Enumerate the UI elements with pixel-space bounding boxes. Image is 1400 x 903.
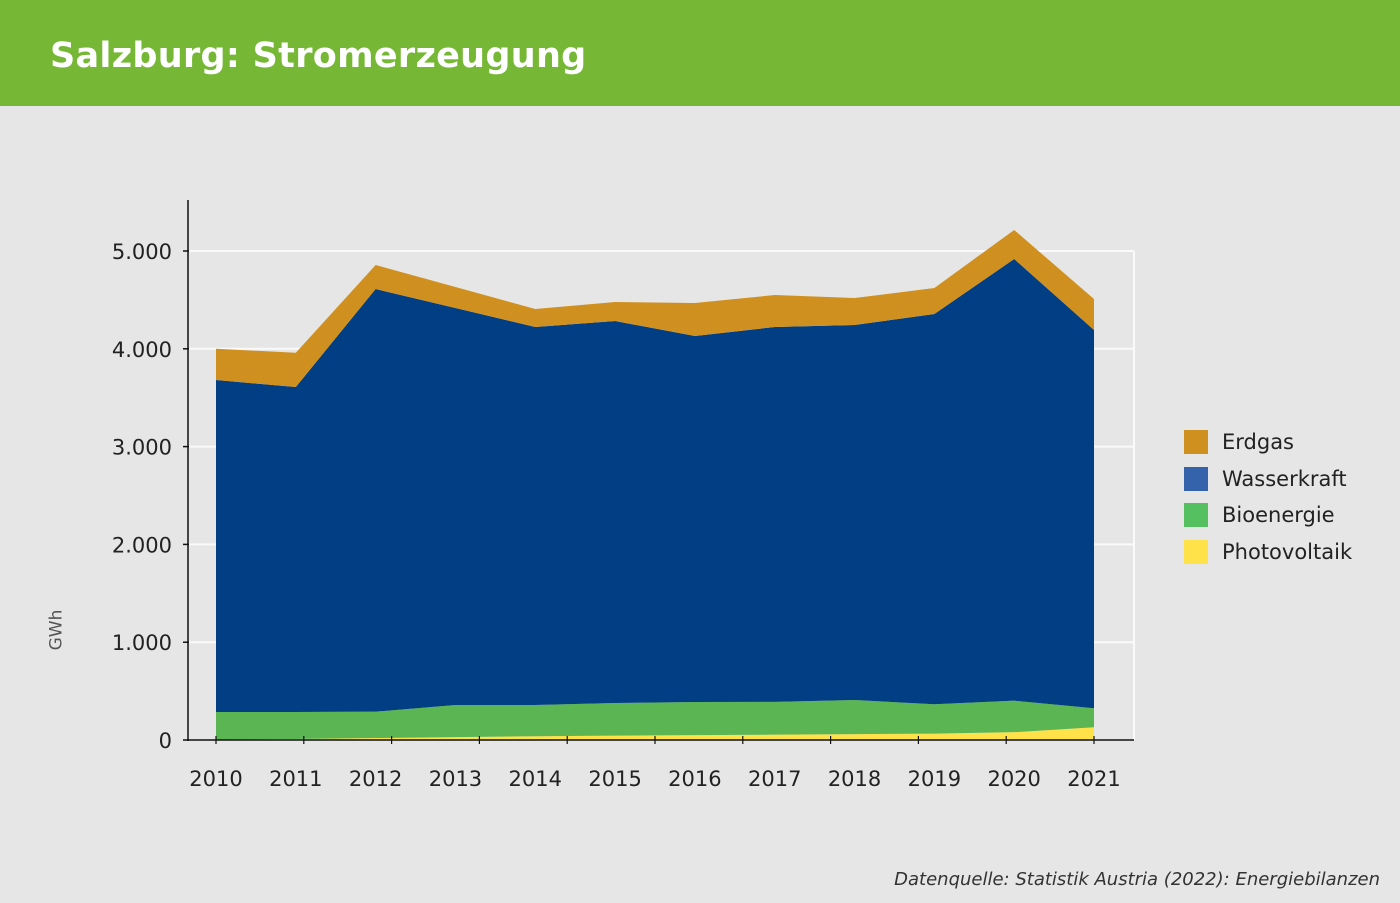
x-tick-label: 2020 bbox=[987, 767, 1040, 791]
x-tick-label: 2019 bbox=[908, 767, 961, 791]
x-tick-label: 2014 bbox=[509, 767, 562, 791]
y-tick-label: 2.000 bbox=[112, 533, 172, 557]
y-tick-label: 5.000 bbox=[112, 240, 172, 264]
x-tick-label: 2017 bbox=[748, 767, 801, 791]
legend-swatch bbox=[1184, 466, 1208, 491]
legend-item: Wasserkraft bbox=[1184, 461, 1352, 498]
header-bar: Salzburg: Stromerzeugung bbox=[0, 0, 1400, 106]
legend-label: Wasserkraft bbox=[1222, 466, 1347, 491]
page-title: Salzburg: Stromerzeugung bbox=[50, 36, 587, 76]
legend-item: Photovoltaik bbox=[1184, 534, 1352, 571]
area-erdgas bbox=[216, 229, 1094, 388]
legend: Erdgas Wasserkraft Bioenergie Photovoltaik bbox=[1184, 424, 1352, 570]
y-axis-label: GWh bbox=[46, 609, 67, 651]
x-tick-label: 2010 bbox=[189, 767, 242, 791]
x-tick-label: 2021 bbox=[1067, 767, 1120, 791]
area-photovoltaik bbox=[216, 727, 1094, 740]
x-tick-label: 2011 bbox=[269, 767, 322, 791]
y-tick-label: 1.000 bbox=[112, 631, 172, 655]
x-tick-label: 2018 bbox=[828, 767, 881, 791]
y-tick-label: 4.000 bbox=[112, 338, 172, 362]
legend-item: Erdgas bbox=[1184, 424, 1352, 461]
area-wasserkraft bbox=[216, 259, 1094, 713]
legend-swatch bbox=[1184, 430, 1208, 455]
x-tick-label: 2016 bbox=[668, 767, 721, 791]
y-tick-label: 3.000 bbox=[112, 436, 172, 460]
legend-label: Erdgas bbox=[1222, 430, 1295, 455]
area-bioenergie bbox=[216, 699, 1094, 740]
legend-item: Bioenergie bbox=[1184, 497, 1352, 534]
legend-swatch bbox=[1184, 539, 1208, 564]
x-tick-label: 2013 bbox=[429, 767, 482, 791]
data-source: Datenquelle: Statistik Austria (2022): E… bbox=[894, 869, 1380, 890]
legend-label: Bioenergie bbox=[1222, 503, 1335, 528]
legend-swatch bbox=[1184, 503, 1208, 528]
y-tick-label: 0 bbox=[159, 729, 172, 753]
x-tick-label: 2015 bbox=[588, 767, 641, 791]
legend-label: Photovoltaik bbox=[1222, 539, 1353, 564]
x-tick-label: 2012 bbox=[349, 767, 402, 791]
